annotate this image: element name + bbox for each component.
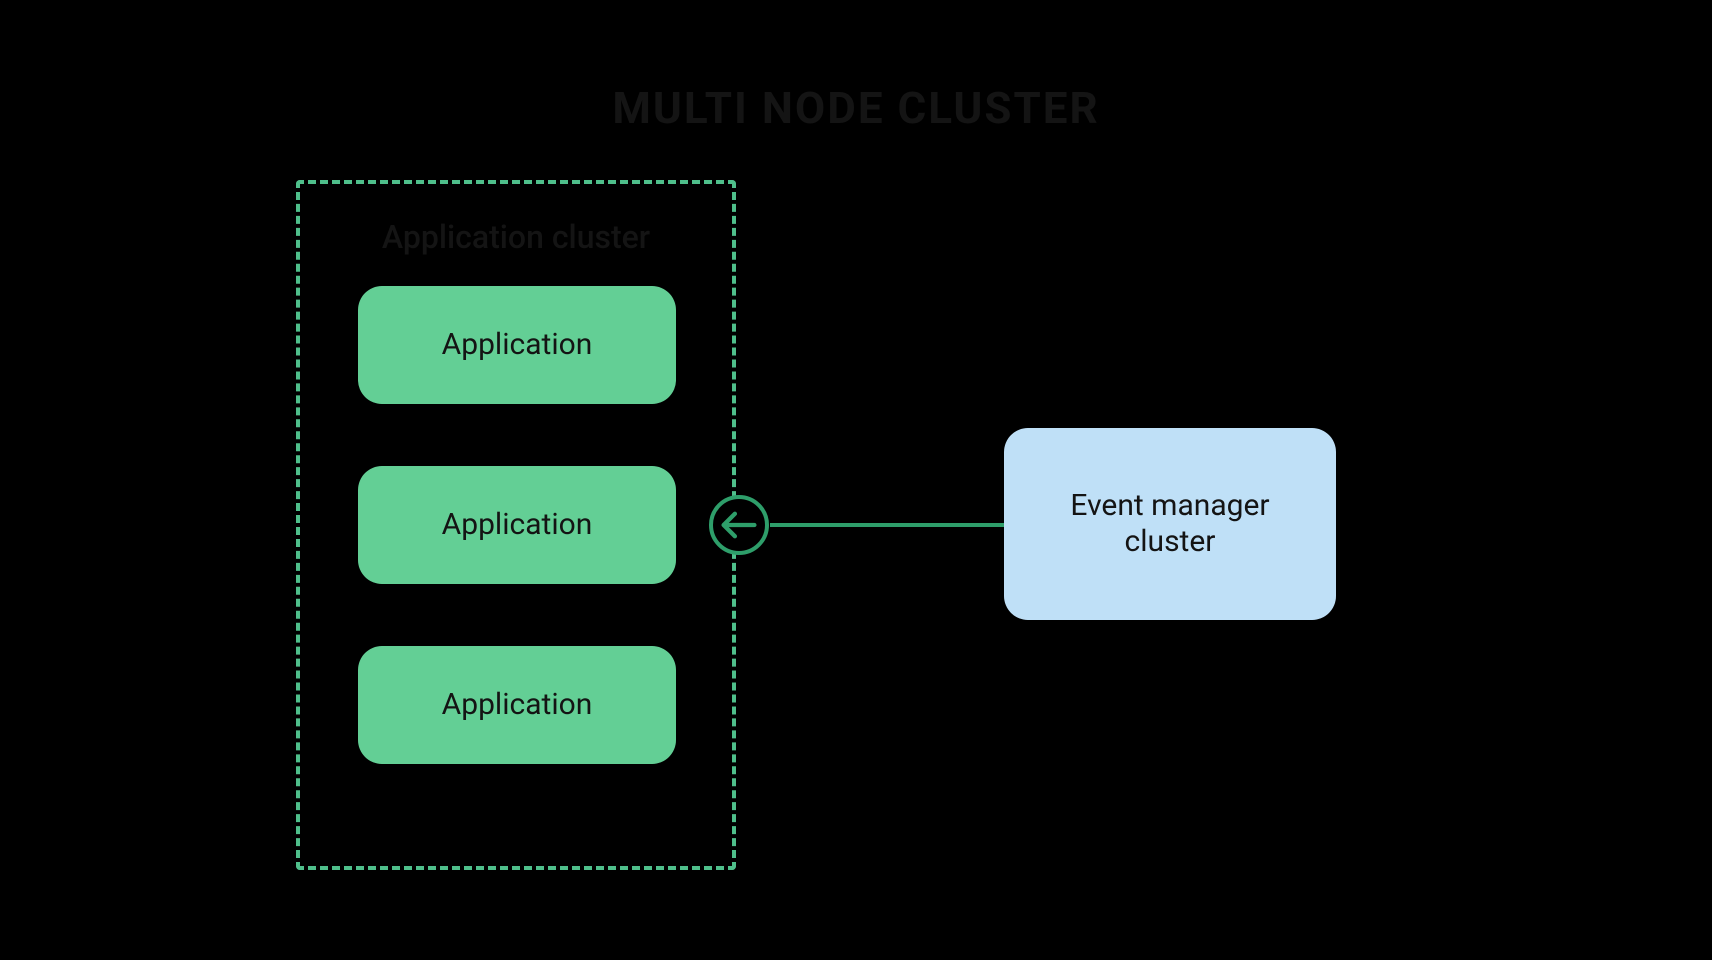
event-manager-cluster-label: Event manager cluster <box>1024 488 1316 560</box>
application-node: Application <box>358 646 676 764</box>
diagram-canvas: MULTI NODE CLUSTER Application cluster A… <box>0 0 1712 960</box>
application-node-label: Application <box>442 687 593 723</box>
application-node-label: Application <box>442 507 593 543</box>
application-node-label: Application <box>442 327 593 363</box>
diagram-title: MULTI NODE CLUSTER <box>0 82 1712 134</box>
arrow-line <box>770 523 1004 527</box>
application-cluster-title: Application cluster <box>296 218 736 256</box>
application-node: Application <box>358 286 676 404</box>
event-manager-cluster-box: Event manager cluster <box>1004 428 1336 620</box>
arrow-left-icon <box>709 495 769 555</box>
application-node: Application <box>358 466 676 584</box>
